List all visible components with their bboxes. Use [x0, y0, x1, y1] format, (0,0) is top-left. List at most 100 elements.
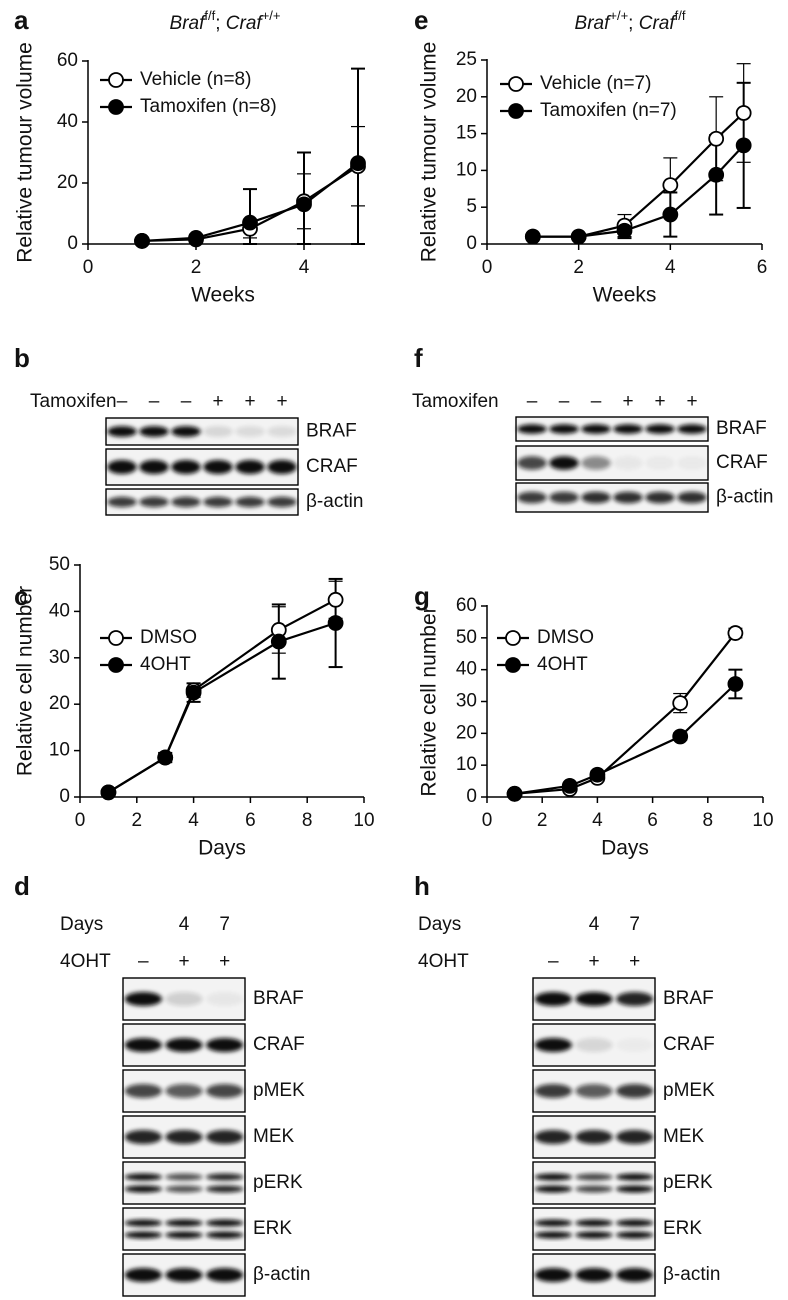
band [615, 1268, 654, 1282]
legend-marker [108, 72, 124, 88]
panel-letter: g [414, 581, 430, 611]
band [534, 1185, 573, 1193]
band [534, 1038, 573, 1052]
band [205, 1130, 244, 1144]
band [124, 992, 163, 1006]
lane-mark: – [138, 951, 149, 972]
blot-box [122, 1207, 246, 1251]
row-label: Tamoxifen [30, 391, 117, 412]
panel-letter: b [14, 343, 30, 373]
blot-box [515, 416, 709, 442]
band-label: BRAF [663, 988, 714, 1009]
band [615, 992, 654, 1006]
legend-marker [108, 99, 124, 115]
x-tick-label: 2 [573, 257, 584, 278]
band [107, 460, 137, 474]
series-line [107, 621, 336, 794]
lane-mark: + [622, 391, 633, 412]
marker [157, 749, 174, 766]
legend-label: Tamoxifen (n=8) [140, 96, 277, 117]
band [171, 496, 201, 508]
band [203, 496, 233, 508]
marker [735, 105, 752, 121]
band [165, 1185, 203, 1193]
lane-mark: – [149, 391, 160, 412]
blot-box [122, 1161, 246, 1205]
panel-letter: e [414, 5, 428, 35]
band [171, 426, 201, 437]
blot-box [515, 482, 709, 513]
band [235, 496, 265, 508]
band [534, 1219, 573, 1227]
x-axis-label: Days [198, 837, 246, 860]
x-axis-label: Weeks [593, 284, 657, 307]
band [581, 491, 611, 504]
band [534, 1084, 573, 1098]
band [205, 1268, 244, 1282]
marker [570, 228, 587, 245]
band [165, 1173, 203, 1181]
lane-mark: – [181, 391, 192, 412]
x-tick-label: 0 [75, 810, 86, 831]
y-tick-label: 10 [49, 740, 70, 761]
marker [327, 591, 344, 608]
x-tick-label: 4 [592, 810, 603, 831]
band [534, 1173, 573, 1181]
band [124, 1219, 163, 1227]
band [205, 1038, 244, 1052]
lane-mark: + [686, 391, 697, 412]
band [645, 456, 675, 470]
legend-label: Vehicle (n=8) [140, 69, 251, 90]
y-axis-label: Relative tumour volume [14, 42, 37, 263]
band [517, 456, 547, 470]
x-tick-label: 2 [191, 257, 202, 278]
band [205, 1219, 244, 1227]
legend-marker [508, 76, 524, 92]
row-label: 4OHT [418, 951, 469, 972]
band [613, 424, 643, 434]
lane-mark: 7 [629, 914, 640, 935]
lane-mark: 7 [219, 914, 230, 935]
band [165, 992, 203, 1006]
legend-label: Tamoxifen (n=7) [540, 100, 677, 121]
y-tick-label: 0 [59, 786, 70, 807]
x-tick-label: 2 [132, 810, 143, 831]
x-tick-label: 4 [665, 257, 676, 278]
lane-mark: + [276, 391, 287, 412]
marker [561, 777, 578, 794]
band [267, 426, 297, 437]
band [267, 460, 297, 474]
marker [662, 177, 679, 194]
y-tick-label: 20 [456, 722, 477, 743]
band [205, 1173, 244, 1181]
lane-mark: + [219, 951, 230, 972]
y-tick-label: 20 [49, 693, 70, 714]
band [124, 1231, 163, 1239]
lane-mark: 4 [179, 914, 190, 935]
panel-letter: c [14, 581, 28, 611]
band [203, 426, 233, 437]
band-label: ERK [663, 1218, 702, 1239]
marker [350, 155, 366, 172]
band [124, 1130, 163, 1144]
lane-mark: – [548, 951, 559, 972]
title-part: f/f [204, 8, 215, 23]
row-label: Days [418, 914, 461, 935]
band [534, 1130, 573, 1144]
band [677, 491, 707, 504]
band [645, 424, 675, 434]
band-label: BRAF [716, 418, 767, 439]
marker [727, 676, 744, 692]
band [171, 460, 201, 474]
x-tick-label: 0 [83, 257, 94, 278]
lane-mark: + [178, 951, 189, 972]
band [205, 992, 244, 1006]
band [107, 496, 137, 508]
chart-title: Braf+/+; Craff/f [575, 8, 686, 34]
lane-mark: + [629, 951, 640, 972]
band [575, 1084, 613, 1098]
y-tick-label: 0 [67, 233, 78, 254]
band [205, 1185, 244, 1193]
band [107, 426, 137, 437]
x-tick-label: 4 [299, 257, 310, 278]
